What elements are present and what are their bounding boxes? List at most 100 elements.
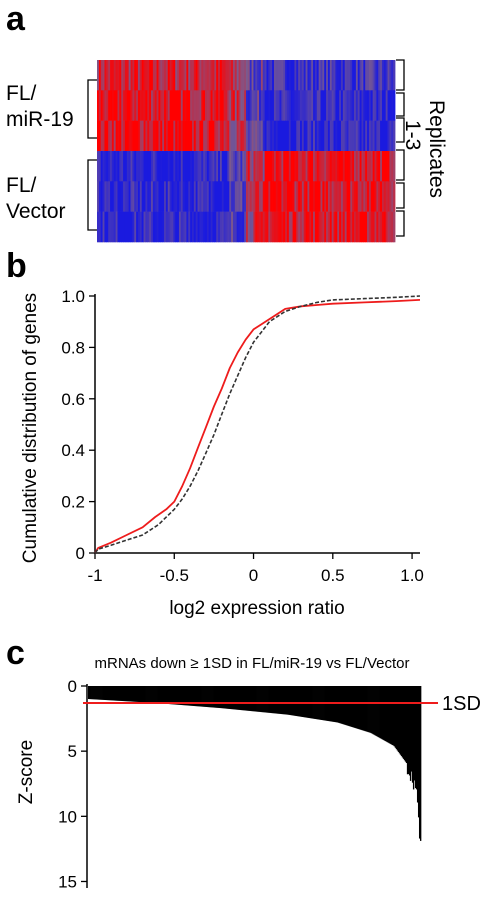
- heatmap-cell: [219, 90, 223, 121]
- zscore-bar: [107, 686, 109, 701]
- heatmap-cell: [158, 90, 161, 121]
- heatmap-cell: [285, 181, 288, 212]
- heatmap-cell: [363, 60, 366, 91]
- heatmap-cell: [186, 60, 189, 91]
- heatmap-cell: [381, 181, 385, 212]
- heatmap-cell: [117, 211, 120, 243]
- heatmap-cell: [227, 151, 230, 182]
- heatmap-cell: [352, 120, 355, 152]
- zscore-bar: [200, 686, 202, 707]
- heatmap-cell: [151, 151, 154, 182]
- heatmap-cell: [301, 90, 305, 121]
- heatmap-cell: [346, 120, 349, 152]
- heatmap-cell: [273, 181, 277, 212]
- heatmap-cell: [134, 151, 137, 182]
- heatmap-cell: [383, 181, 387, 212]
- heatmap-cell: [342, 90, 346, 121]
- heatmap-cell: [380, 181, 383, 212]
- zscore-axes: 0 5 10 15: [58, 677, 88, 891]
- heatmap-cell: [238, 90, 241, 121]
- heatmap-cell: [329, 120, 333, 152]
- heatmap-cell: [160, 211, 163, 243]
- zscore-bar: [387, 686, 390, 743]
- heatmap-cell: [210, 211, 213, 243]
- heatmap-cell: [232, 211, 236, 243]
- heatmap-cell: [380, 120, 383, 152]
- heatmap-cell: [132, 60, 135, 91]
- heatmap-cell: [322, 120, 325, 152]
- heatmap-cell: [186, 181, 189, 212]
- heatmap-cell: [128, 60, 131, 91]
- zscore-bar: [156, 686, 158, 704]
- zscore-bar: [205, 686, 207, 707]
- zscore-bar: [217, 686, 219, 708]
- heatmap-cell: [244, 211, 247, 243]
- heatmap-cell: [385, 181, 388, 212]
- heatmap-cell: [175, 181, 178, 212]
- heatmap-cell: [249, 181, 252, 212]
- heatmap-cell: [115, 151, 118, 182]
- heatmap-cell: [253, 120, 256, 152]
- zscore-bar: [334, 686, 336, 723]
- zscore-bar: [174, 686, 177, 705]
- heatmap-cell: [294, 211, 297, 243]
- heatmap-cell: [368, 120, 372, 152]
- zscore-bar: [300, 686, 303, 717]
- heatmap-cell: [221, 60, 225, 91]
- zscore-bar: [204, 686, 206, 707]
- heatmap-cell: [223, 60, 226, 91]
- heatmap-cell: [314, 181, 318, 212]
- heatmap-cell: [368, 151, 372, 182]
- heatmap-cell: [246, 181, 249, 212]
- zscore-bar: [419, 686, 422, 841]
- heatmap-cell: [331, 211, 334, 243]
- zscore-bar: [88, 686, 90, 700]
- group-label-mir19-line2: miR-19: [6, 108, 74, 131]
- heatmap-cell: [393, 90, 396, 121]
- heatmap-cell: [370, 120, 374, 152]
- heatmap-cell: [391, 151, 394, 182]
- heatmap-cell: [184, 211, 187, 243]
- heatmap-cell: [363, 90, 366, 121]
- heatmap-cell: [229, 151, 232, 182]
- heatmap-cell: [173, 181, 176, 212]
- heatmap-cell: [376, 181, 379, 212]
- zscore-bar: [268, 686, 270, 713]
- heatmap-cell: [97, 120, 100, 152]
- zscore-bar: [186, 686, 189, 706]
- heatmap-cell: [326, 211, 329, 243]
- heatmap-cell: [141, 90, 144, 121]
- heatmap-cell: [313, 60, 316, 91]
- heatmap-cell: [130, 90, 133, 121]
- heatmap-cell: [292, 60, 295, 91]
- heatmap-cell: [193, 211, 197, 243]
- heatmap-cell: [331, 181, 334, 212]
- heatmap-cell: [270, 120, 273, 152]
- heatmap-cell: [190, 151, 193, 182]
- heatmap-cell: [175, 211, 178, 243]
- zscore-bar: [267, 686, 269, 713]
- heatmap-cell: [206, 151, 210, 182]
- zscore-bar: [101, 686, 103, 700]
- heatmap-cell: [136, 90, 139, 121]
- heatmap-cell: [318, 211, 321, 243]
- zscore-bar: [398, 686, 401, 754]
- heatmap-cell: [108, 151, 111, 182]
- heatmap-cell: [205, 211, 208, 243]
- zscore-bar: [364, 686, 366, 732]
- heatmap-cell: [156, 211, 159, 243]
- heatmap-cell: [225, 60, 228, 91]
- heatmap-cell: [327, 90, 331, 121]
- heatmap-cell: [152, 181, 156, 212]
- zscore-bar: [132, 686, 134, 702]
- heatmap-cell: [370, 211, 374, 243]
- heatmap-cell: [205, 151, 208, 182]
- zscore-bar: [241, 686, 243, 711]
- zscore-bar: [145, 686, 147, 703]
- zscore-bar: [338, 686, 340, 723]
- cdf-y-tick-label: 0.2: [61, 493, 85, 512]
- heatmap-cell: [139, 90, 143, 121]
- zscore-bar: [393, 686, 396, 747]
- heatmap-cell: [294, 90, 297, 121]
- heatmap-cell: [203, 60, 206, 91]
